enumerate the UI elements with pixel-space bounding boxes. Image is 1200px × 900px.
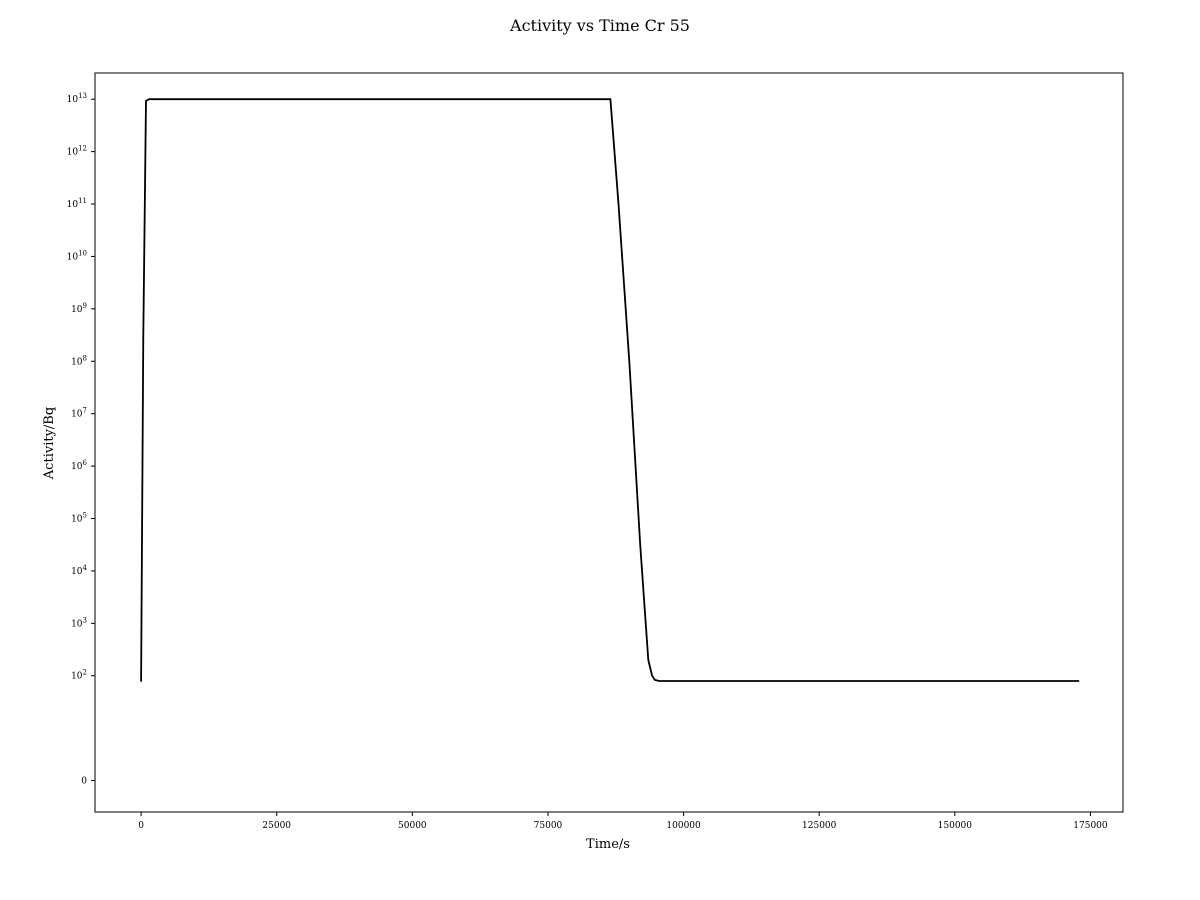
activity-series-line: [140, 98, 1080, 682]
y-tick-label: 105: [71, 511, 87, 524]
y-tick-base: 10: [71, 305, 83, 315]
y-tick-exponent: 13: [78, 92, 87, 100]
y-tick-label: 106: [71, 459, 87, 472]
y-tick-base: 10: [71, 410, 83, 420]
y-tick-label: 1012: [67, 145, 87, 158]
y-tick-label: 108: [71, 354, 87, 367]
plot-frame: [94, 72, 1124, 813]
y-tick-base: 10: [71, 567, 83, 577]
y-tick-base: 10: [71, 357, 83, 367]
y-tick-label: 104: [71, 564, 87, 577]
y-tick-base: 10: [71, 462, 83, 472]
x-tick-label: 50000: [398, 821, 427, 831]
y-tick-label: 1010: [67, 249, 87, 262]
y-tick-base: 10: [71, 619, 83, 629]
x-tick-label: 75000: [534, 821, 563, 831]
y-tick-label: 102: [71, 669, 87, 682]
y-tick-base: 10: [67, 252, 79, 262]
y-tick-exponent: 11: [78, 197, 87, 205]
y-tick-exponent: 6: [83, 459, 88, 467]
y-tick-exponent: 5: [83, 511, 87, 519]
y-tick-exponent: 10: [78, 249, 87, 257]
y-tick-base: 10: [71, 672, 83, 682]
y-tick-base: 10: [67, 148, 79, 158]
y-tick-label: 1011: [67, 197, 87, 210]
chart-title: Activity vs Time Cr 55: [509, 16, 690, 35]
x-tick-label: 150000: [938, 821, 973, 831]
y-tick-exponent: 3: [83, 616, 87, 624]
plot-area: 0 25000 50000 75000 100000 125000 150000 175000…: [67, 72, 1124, 831]
y-tick-base: 10: [67, 200, 79, 210]
y-tick-exponent: 8: [83, 354, 87, 362]
x-tick-label: 0: [138, 821, 144, 831]
y-tick-label: 0: [81, 777, 87, 787]
y-axis-label: Activity/Bq: [42, 407, 57, 480]
x-tick-label: 100000: [666, 821, 701, 831]
x-tick-label: 125000: [802, 821, 837, 831]
y-tick-exponent: 4: [83, 564, 88, 572]
y-tick-exponent: 12: [78, 145, 87, 153]
y-tick-label: 107: [71, 407, 87, 420]
x-axis-label: Time/s: [586, 837, 630, 852]
y-tick-label: 109: [71, 302, 87, 315]
y-tick-label: 1013: [67, 92, 87, 105]
y-tick-base: 10: [71, 514, 83, 524]
x-tick-label: 175000: [1073, 821, 1108, 831]
x-tick-label: 25000: [262, 821, 291, 831]
y-tick-exponent: 2: [83, 669, 87, 677]
y-tick-exponent: 7: [83, 407, 87, 415]
y-tick-label: 103: [71, 616, 87, 629]
y-tick-base: 10: [67, 95, 79, 105]
y-tick-exponent: 9: [83, 302, 87, 310]
